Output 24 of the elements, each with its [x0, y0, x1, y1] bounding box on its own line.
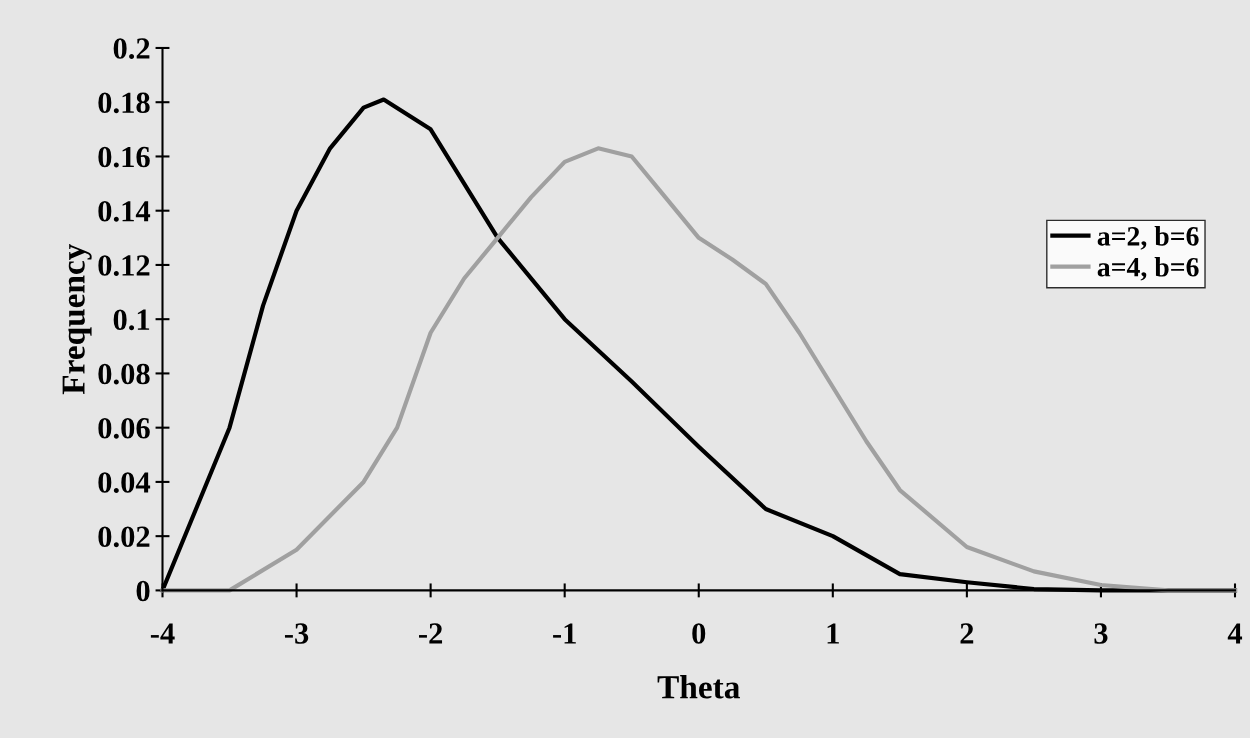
x-tick-label: -4	[150, 623, 175, 644]
y-tick-label: 0.02	[98, 526, 150, 548]
y-tick-label: 0.1	[113, 309, 150, 331]
y-tick-label: 0.12	[98, 255, 150, 276]
x-tick-label: 3	[1094, 623, 1108, 644]
y-tick-label: 0.18	[98, 92, 150, 114]
y-tick-label: 0.2	[113, 38, 150, 60]
y-tick-label: 0.04	[98, 472, 151, 493]
x-tick-label: 1	[827, 623, 839, 644]
y-tick-label: 0.08	[98, 363, 150, 385]
x-axis-title: Theta	[657, 675, 740, 699]
x-tick-label: -3	[284, 623, 309, 644]
x-tick-label: -1	[553, 623, 576, 644]
x-tick-label: -2	[419, 623, 443, 644]
y-tick-label: 0	[136, 580, 150, 602]
y-tick-label: 0.06	[98, 417, 150, 439]
legend-label: a=2, b=6	[1097, 226, 1199, 250]
x-tick-label: 2	[960, 623, 974, 644]
y-tick-label: 0.16	[98, 146, 150, 168]
x-tick-label: 4	[1227, 623, 1243, 644]
x-tick-label: 0	[692, 623, 706, 644]
legend-label: a=4, b=6	[1097, 257, 1199, 281]
y-tick-label: 0.14	[98, 200, 151, 222]
y-axis-title: Frequency	[62, 243, 92, 395]
